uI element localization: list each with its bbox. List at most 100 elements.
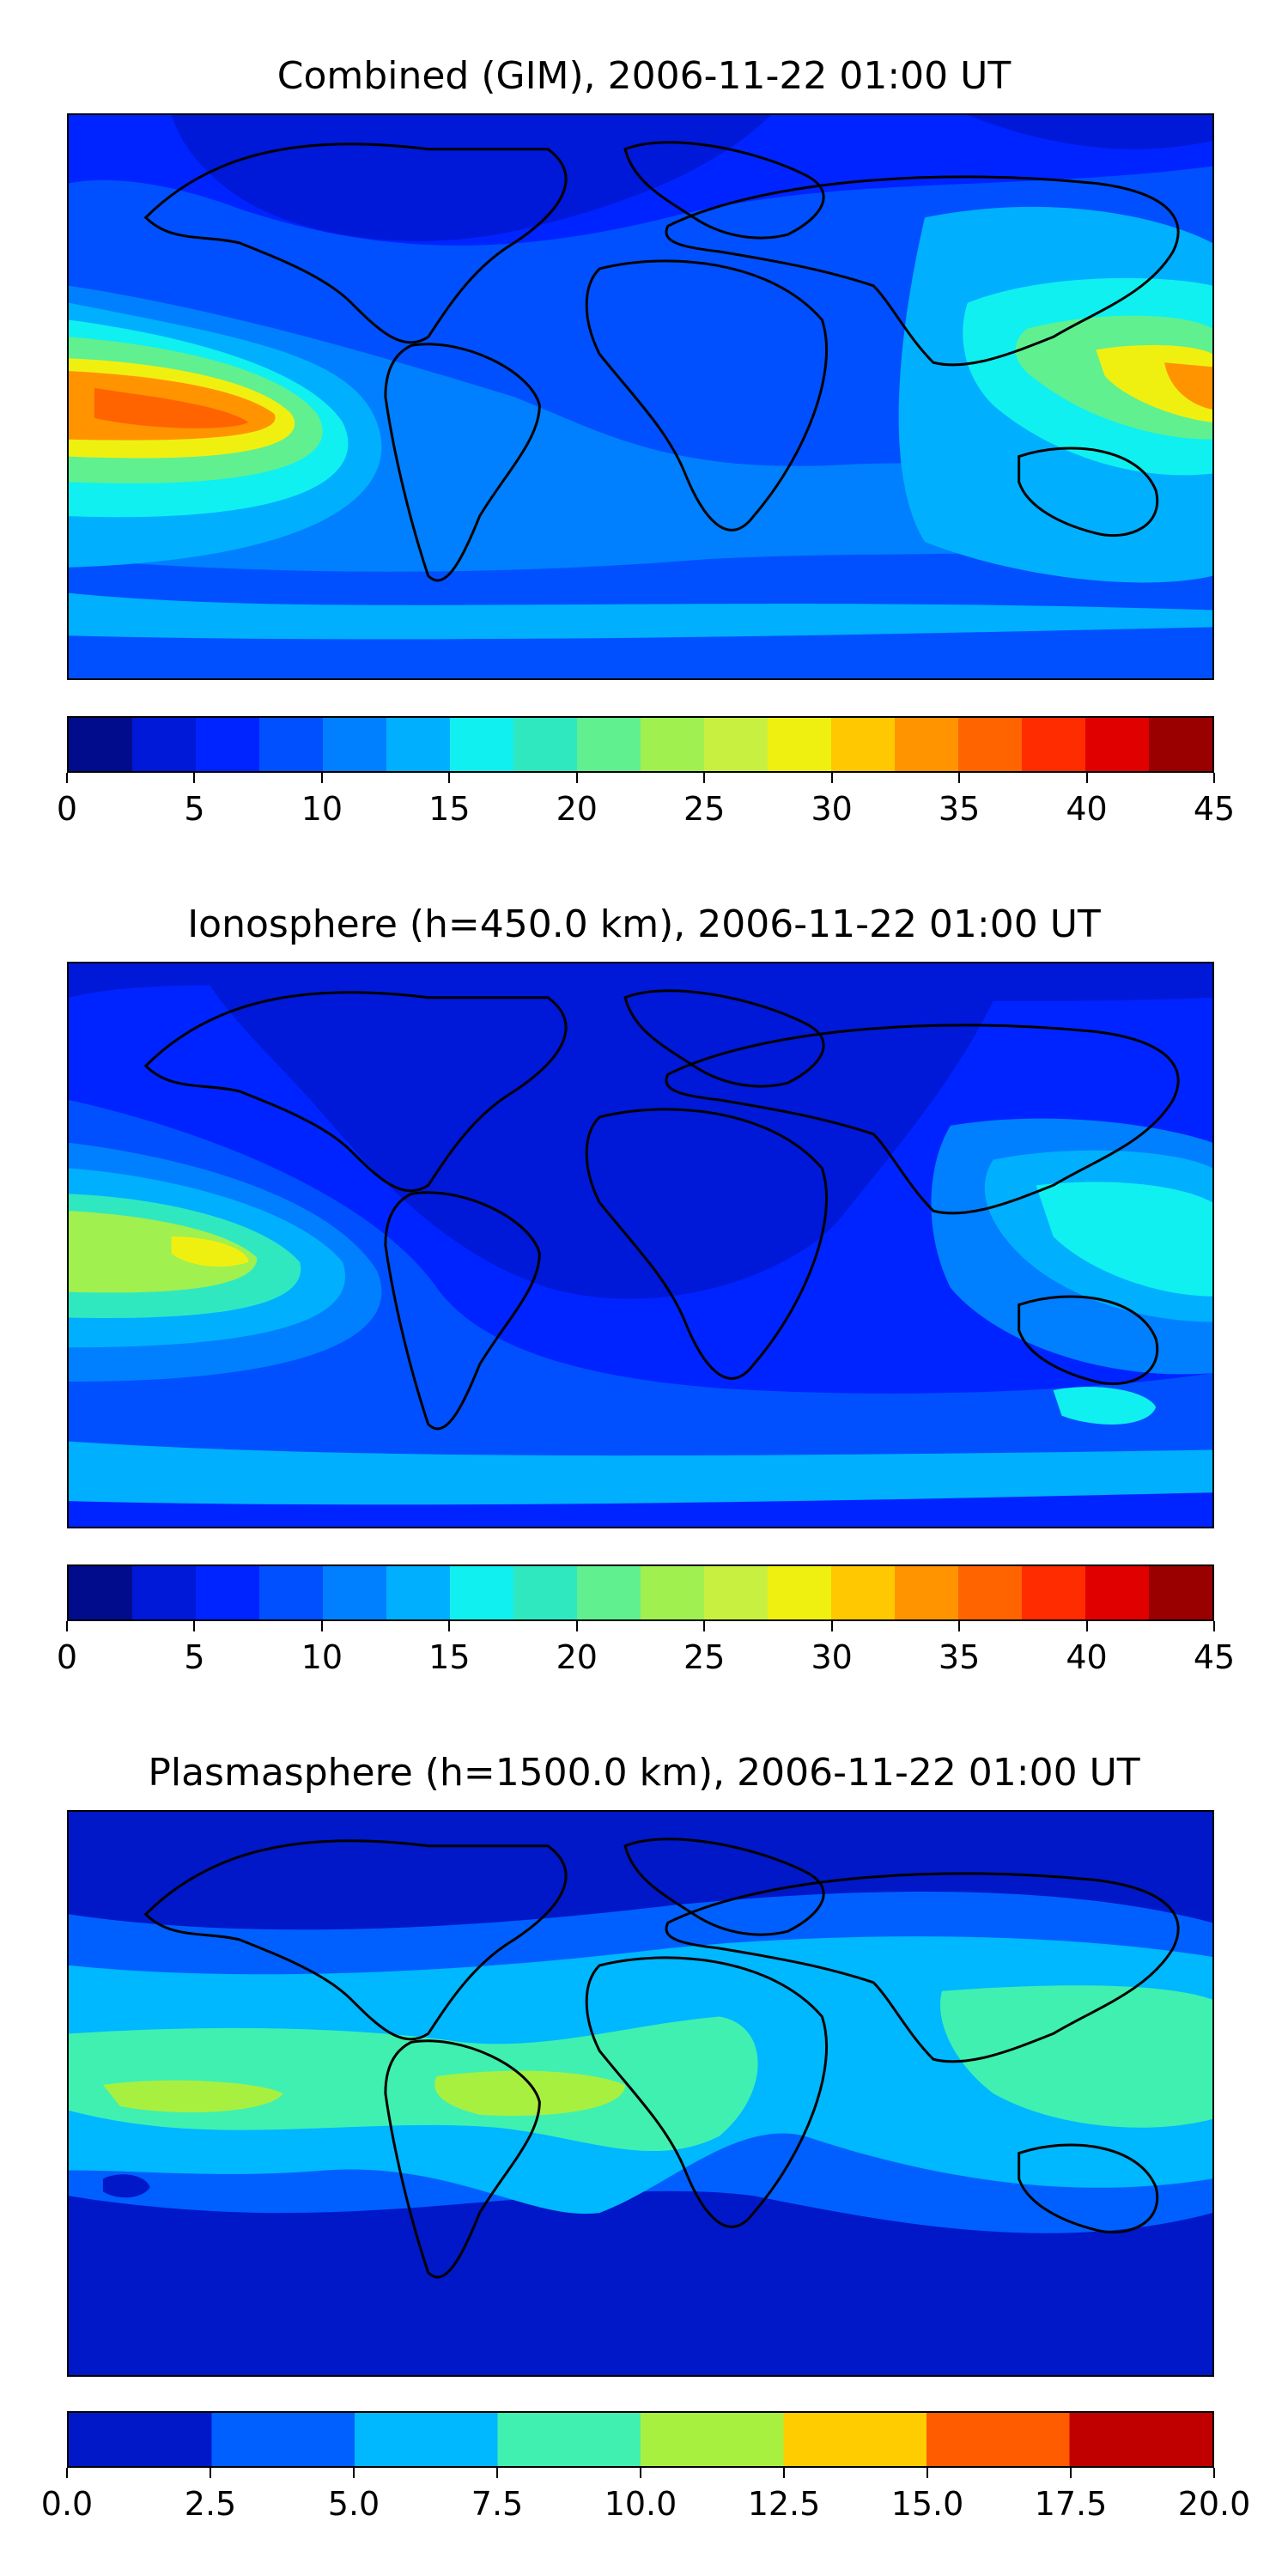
colorbar-segment [957,1566,1023,1619]
tec-map-plasmasphere [69,1812,1212,2375]
colorbar-segment [1021,718,1086,771]
colorbar-tick-mark [210,2468,211,2478]
colorbar-tick-mark [1213,1621,1215,1631]
colorbar-segment [1149,718,1212,771]
colorbar-segment [69,2413,212,2466]
colorbar-segment [703,718,769,771]
colorbar-segment [957,718,1023,771]
colorbar-segment [641,1566,705,1619]
colorbar-tick-label: 5.0 [327,2485,380,2523]
colorbar-segment [386,718,451,771]
colorbar-segment [195,718,260,771]
colorbar-segment [1085,718,1150,771]
colorbar-segment [831,1566,896,1619]
colorbar-segment [131,1566,197,1619]
colorbar-segment [895,1566,959,1619]
colorbar-tick-mark [703,773,706,783]
tec-map-ionosphere [69,963,1212,1527]
panel-title-combined: Combined (GIM), 2006-11-22 01:00 UT [276,54,1012,98]
colorbar-segment [831,718,896,771]
colorbar-tick-label: 35 [938,790,981,828]
colorbar-tick-mark [1213,773,1215,783]
map-plasmasphere [67,1810,1214,2377]
colorbar-tick-label: 15 [428,790,471,828]
colorbar-segment [577,1566,641,1619]
colorbar-tick-label: 15.0 [890,2485,964,2523]
colorbar-segment [211,2413,355,2466]
colorbar-segment [703,1566,769,1619]
colorbar-segment [641,718,705,771]
colorbar-tick-label: 12.5 [747,2485,821,2523]
colorbar-tick-mark [958,773,961,783]
colorbar-tick-mark [830,1621,833,1631]
colorbar-tick-mark [193,1621,196,1631]
colorbar-segment [449,718,514,771]
colorbar-segment [259,718,324,771]
colorbar-tick-label: 2.5 [184,2485,237,2523]
colorbar-tick-mark [1085,1621,1088,1631]
colorbar-tick-label: 0 [56,790,78,828]
colorbar-tick-label: 10 [301,790,343,828]
colorbar-tick-mark [1213,2468,1215,2478]
colorbar-tick-label: 25 [683,1638,726,1676]
colorbar-segment [641,2413,784,2466]
colorbar-segment [577,718,641,771]
colorbar-tick-label: 17.5 [1034,2485,1108,2523]
colorbar-tick-label: 7.5 [471,2485,524,2523]
colorbar-segment [767,718,832,771]
map-ionosphere [67,962,1214,1528]
colorbar-tick-label: 0.0 [40,2485,94,2523]
colorbar-tick-label: 40 [1066,1638,1108,1676]
colorbar-ionosphere [67,1564,1214,1621]
colorbar-tick-mark [66,1621,68,1631]
colorbar-segment [767,1566,832,1619]
colorbar-tick-mark [640,2468,641,2478]
colorbar-tick-mark [353,2468,355,2478]
colorbar-tick-mark [448,1621,451,1631]
colorbar-tick-mark [448,773,451,783]
colorbar-tick-label: 5 [184,790,205,828]
colorbar-segment [783,2413,927,2466]
colorbar-tick-label: 40 [1066,790,1108,828]
colorbar-tick-label: 45 [1193,790,1236,828]
colorbar-tick-mark [1070,2468,1072,2478]
colorbar-segment [69,718,133,771]
colorbar-ticks-plasmasphere: 0.0 2.5 5.0 7.5 10.0 12.5 15.0 17.5 20.0 [41,2468,1250,2523]
tec-map-combined [69,115,1212,678]
colorbar-segment [69,1566,133,1619]
colorbar-tick-mark [830,773,833,783]
colorbar-segment [1085,1566,1150,1619]
colorbar-tick-label: 35 [938,1638,981,1676]
colorbar-segment [1069,2413,1212,2466]
colorbar-tick-label: 45 [1193,1638,1236,1676]
colorbar-tick-label: 25 [683,790,726,828]
colorbar-segment [259,1566,324,1619]
colorbar-segment [927,2413,1070,2466]
colorbar-tick-mark [320,1621,323,1631]
colorbar-segment [1021,1566,1086,1619]
colorbar-tick-mark [496,2468,498,2478]
colorbar-tick-label: 20 [556,790,598,828]
colorbar-tick-mark [958,1621,961,1631]
colorbar-tick-mark [66,773,68,783]
colorbar-segment [355,2413,498,2466]
colorbar-tick-label: 10 [301,1638,343,1676]
colorbar-segment [386,1566,451,1619]
colorbar-tick-mark [193,773,196,783]
colorbar-segment [513,718,578,771]
colorbar-segment [497,2413,641,2466]
colorbar-tick-label: 10.0 [604,2485,677,2523]
colorbar-segment [131,718,197,771]
colorbar-tick-label: 15 [428,1638,471,1676]
colorbar-tick-label: 5 [184,1638,205,1676]
colorbar-segment [513,1566,578,1619]
colorbar-tick-mark [927,2468,928,2478]
colorbar-tick-mark [575,1621,578,1631]
map-combined [67,113,1214,680]
colorbar-ticks-combined: 0 5 10 15 20 25 30 35 40 45 [57,773,1235,828]
colorbar-tick-mark [66,2468,68,2478]
colorbar-combined [67,716,1214,773]
colorbar-ticks-ionosphere: 0 5 10 15 20 25 30 35 40 45 [57,1621,1235,1676]
colorbar-tick-label: 30 [811,1638,853,1676]
colorbar-tick-label: 20.0 [1177,2485,1251,2523]
